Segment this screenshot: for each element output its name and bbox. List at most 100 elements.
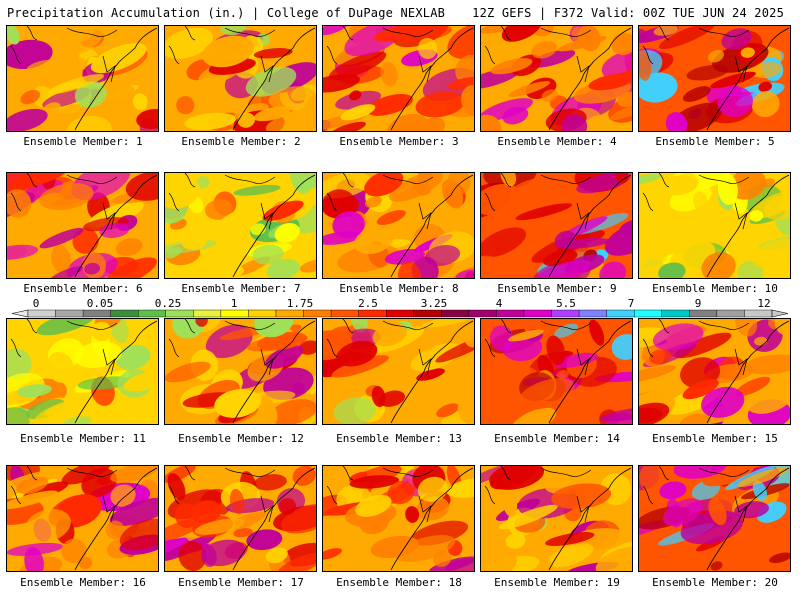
ensemble-panel-12	[164, 318, 317, 425]
colorbar-bin	[110, 309, 139, 318]
lake-border-outline	[484, 466, 592, 523]
precip-field-map	[7, 26, 158, 131]
colorbar-tick-label: 0	[32, 297, 40, 310]
colorbar-max-arrow	[771, 309, 789, 318]
precip-field-map	[639, 466, 790, 571]
coastline-outline	[74, 467, 158, 571]
ensemble-member-caption: Ensemble Member: 11	[20, 432, 146, 445]
ensemble-panel-11	[6, 318, 159, 425]
coastline-outline	[390, 174, 474, 278]
colorbar-bin	[606, 309, 635, 318]
coastline-outline	[706, 174, 790, 278]
map-title: Precipitation Accumulation (in.) | Colle…	[7, 6, 446, 20]
ensemble-member-caption: Ensemble Member: 17	[178, 576, 304, 589]
lake-border-outline	[326, 319, 434, 376]
lake-border-outline	[10, 466, 118, 523]
ensemble-panel-5	[638, 25, 791, 132]
lake-border-outline	[484, 173, 592, 230]
ensemble-panel-16	[6, 465, 159, 572]
ensemble-member-caption: Ensemble Member: 16	[20, 576, 146, 589]
ensemble-member-caption: Ensemble Member: 8	[339, 282, 459, 295]
colorbar-bin	[303, 309, 332, 318]
coastline-outline	[390, 467, 474, 571]
ensemble-member-caption: Ensemble Member: 1	[23, 135, 143, 148]
lake-border-outline	[168, 466, 276, 523]
ensemble-member-caption: Ensemble Member: 5	[655, 135, 775, 148]
colorbar-bin	[193, 309, 222, 318]
colorbar-bin	[689, 309, 718, 318]
coastline-outline	[706, 320, 790, 424]
colorbar-bin	[220, 309, 249, 318]
lake-border-outline	[10, 26, 118, 83]
ensemble-member-caption: Ensemble Member: 14	[494, 432, 620, 445]
colorbar-bin	[496, 309, 525, 318]
ensemble-panel-4	[480, 25, 633, 132]
lake-border-outline	[484, 319, 592, 376]
precip-field-map	[323, 173, 474, 278]
ensemble-panel-19	[480, 465, 633, 572]
lake-border-outline	[642, 319, 750, 376]
colorbar-bin	[441, 309, 470, 318]
ensemble-panel-10	[638, 172, 791, 279]
ensemble-panel-9	[480, 172, 633, 279]
colorbar-tick-label: 5.5	[556, 297, 576, 310]
ensemble-member-caption: Ensemble Member: 20	[652, 576, 778, 589]
colorbar-bin	[661, 309, 690, 318]
colorbar-tick-label: 7	[627, 297, 635, 310]
lake-border-outline	[326, 466, 434, 523]
ensemble-panel-3	[322, 25, 475, 132]
colorbar-min-arrow	[11, 309, 29, 318]
colorbar-tick-label: 9	[694, 297, 702, 310]
precip-field-map	[481, 319, 632, 424]
coastline-outline	[390, 320, 474, 424]
ensemble-member-caption: Ensemble Member: 9	[497, 282, 617, 295]
coastline-outline	[390, 27, 474, 131]
colorbar-bin	[82, 309, 111, 318]
precip-field-map	[323, 319, 474, 424]
colorbar-bin	[386, 309, 414, 318]
coastline-outline	[232, 174, 316, 278]
precip-field-map	[481, 26, 632, 131]
precip-field-map	[7, 319, 158, 424]
run-valid-time: 12Z GEFS | F372 Valid: 00Z TUE JUN 24 20…	[472, 6, 784, 20]
ensemble-member-caption: Ensemble Member: 12	[178, 432, 304, 445]
ensemble-member-caption: Ensemble Member: 3	[339, 135, 459, 148]
coastline-outline	[548, 27, 632, 131]
colorbar-bin	[248, 309, 277, 318]
lake-border-outline	[168, 319, 276, 376]
colorbar-tick-label: 12	[757, 297, 771, 310]
coastline-outline	[706, 467, 790, 571]
precip-field-map	[165, 26, 316, 131]
colorbar-tick-label: 3.25	[420, 297, 448, 310]
ensemble-panel-1	[6, 25, 159, 132]
ensemble-member-caption: Ensemble Member: 13	[336, 432, 462, 445]
ensemble-panel-18	[322, 465, 475, 572]
ensemble-member-caption: Ensemble Member: 15	[652, 432, 778, 445]
colorbar-bin	[358, 309, 387, 318]
colorbar-tick-label: 1	[230, 297, 238, 310]
coastline-outline	[706, 27, 790, 131]
coastline-outline	[74, 27, 158, 131]
colorbar-bin	[165, 309, 194, 318]
colorbar-bin	[413, 309, 442, 318]
lake-border-outline	[642, 466, 750, 523]
lake-border-outline	[10, 319, 118, 376]
lake-border-outline	[642, 26, 750, 83]
lake-border-outline	[484, 26, 592, 83]
precip-field-map	[323, 466, 474, 571]
precip-field-map	[639, 173, 790, 278]
ensemble-member-caption: Ensemble Member: 6	[23, 282, 143, 295]
precip-field-map	[7, 173, 158, 278]
ensemble-panel-6	[6, 172, 159, 279]
colorbar-bin	[468, 309, 497, 318]
ensemble-member-caption: Ensemble Member: 19	[494, 576, 620, 589]
colorbar-bin	[523, 309, 552, 318]
ensemble-member-caption: Ensemble Member: 10	[652, 282, 778, 295]
colorbar-bin	[27, 309, 56, 318]
coastline-outline	[548, 174, 632, 278]
coastline-outline	[74, 174, 158, 278]
lake-border-outline	[326, 26, 434, 83]
colorbar-tick-label: 4	[495, 297, 503, 310]
colorbar-bin	[716, 309, 745, 318]
ensemble-panel-13	[322, 318, 475, 425]
